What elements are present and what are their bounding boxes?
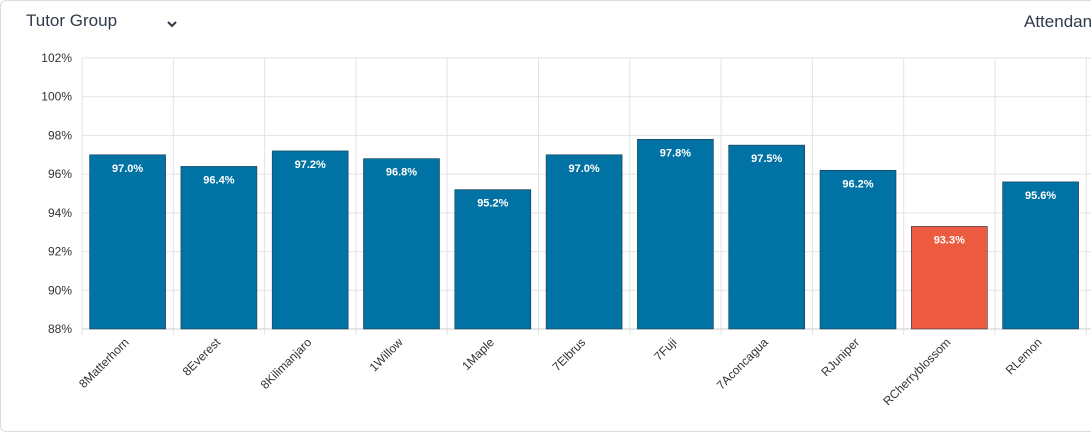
bar xyxy=(271,150,349,330)
y-tick-label: 94% xyxy=(48,206,72,220)
bar-value-label: 97.2% xyxy=(295,159,326,171)
attendance-title: Attendance xyxy=(1024,12,1091,31)
category-label: 8Kilimanjaro xyxy=(258,335,315,392)
bar-value-label: 97.8% xyxy=(660,147,691,159)
bar-value-label: 96.4% xyxy=(203,174,234,186)
category-label: RCherryblossom xyxy=(880,335,953,408)
bar-value-label: 95.6% xyxy=(1025,190,1056,202)
category-label: 7Elbrus xyxy=(550,335,589,374)
bar xyxy=(910,226,988,330)
y-tick-label: 88% xyxy=(48,322,72,336)
category-label: RLemon xyxy=(1003,335,1045,377)
category-label: 1Maple xyxy=(459,335,497,373)
bar xyxy=(819,169,897,330)
y-tick-label: 98% xyxy=(48,128,72,142)
category-label: RJuniper xyxy=(818,335,862,379)
bar xyxy=(89,154,166,330)
bar-value-label: 93.3% xyxy=(934,234,965,246)
bar xyxy=(1002,181,1079,330)
bar-value-label: 97.0% xyxy=(112,163,143,175)
bar xyxy=(545,154,623,330)
y-tick-label: 102% xyxy=(41,51,72,65)
y-tick-label: 90% xyxy=(48,283,72,297)
bar-value-label: 96.2% xyxy=(842,178,873,190)
bar-value-label: 95.2% xyxy=(477,198,508,210)
bar-value-label: 97.0% xyxy=(568,163,599,175)
category-label: 1Willow xyxy=(367,335,406,374)
category-label: 7Fuji xyxy=(651,335,679,363)
tutor-group-label: Tutor Group xyxy=(26,11,118,30)
bar-value-label: 96.8% xyxy=(386,167,417,179)
bar xyxy=(728,144,806,330)
category-label: 8Everest xyxy=(180,335,224,379)
tutor-group-dropdown[interactable]: Tutor Group xyxy=(26,11,177,31)
chevron-down-icon xyxy=(167,16,177,28)
y-tick-label: 100% xyxy=(41,90,72,104)
y-tick-label: 96% xyxy=(48,167,72,181)
bar xyxy=(454,189,532,330)
category-label: 8Matterhorn xyxy=(76,335,132,391)
bar xyxy=(637,139,714,330)
bar-value-label: 97.5% xyxy=(751,153,782,165)
bar xyxy=(363,158,440,330)
category-label: 7Aconcagua xyxy=(714,335,771,392)
bar xyxy=(180,166,258,330)
y-tick-label: 92% xyxy=(48,245,72,259)
